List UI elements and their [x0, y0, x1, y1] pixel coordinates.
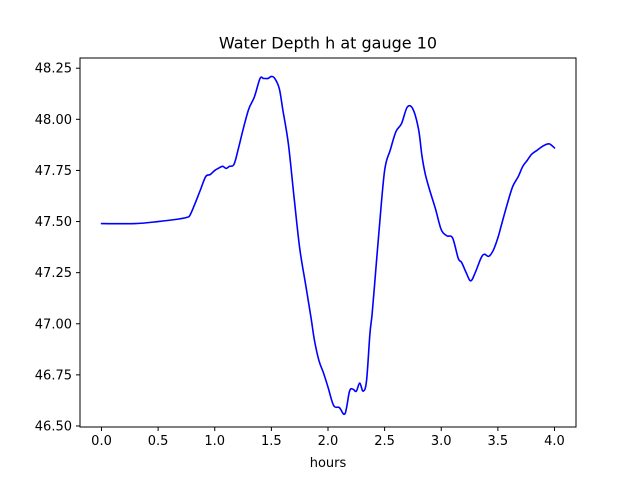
y-tick-label: 47.75	[35, 164, 72, 179]
y-tick-label: 48.25	[35, 62, 72, 77]
x-tick-label: 3.0	[431, 434, 452, 449]
y-tick-label: 46.50	[35, 419, 72, 434]
y-tick-label: 47.00	[35, 317, 72, 332]
x-tick-label: 4.0	[544, 434, 565, 449]
x-tick-label: 3.5	[488, 434, 509, 449]
x-tick-label: 0.0	[91, 434, 112, 449]
y-tick-label: 47.50	[35, 215, 72, 230]
x-tick-label: 1.5	[261, 434, 282, 449]
x-tick-label: 2.0	[318, 434, 339, 449]
y-tick-label: 47.25	[35, 266, 72, 281]
series-line-0	[100, 75, 556, 416]
x-tick-label: 2.5	[374, 434, 395, 449]
axes-frame	[79, 57, 577, 428]
chart-title: Water Depth h at gauge 10	[219, 34, 437, 53]
x-tick-label: 0.5	[148, 434, 169, 449]
y-tick-label: 48.00	[35, 113, 72, 128]
y-tick-label: 46.75	[35, 368, 72, 383]
x-axis-label: hours	[310, 456, 347, 471]
y-axis-ticks: 46.50 46.75 47.00 47.25 47.50 47.75 48.00 48.25	[35, 62, 80, 434]
plot-area	[100, 75, 556, 416]
x-tick-label: 1.0	[204, 434, 225, 449]
x-axis-ticks: 0.0 0.5 1.0 1.5 2.0 2.5 3.0 3.5 4.0	[91, 427, 565, 449]
